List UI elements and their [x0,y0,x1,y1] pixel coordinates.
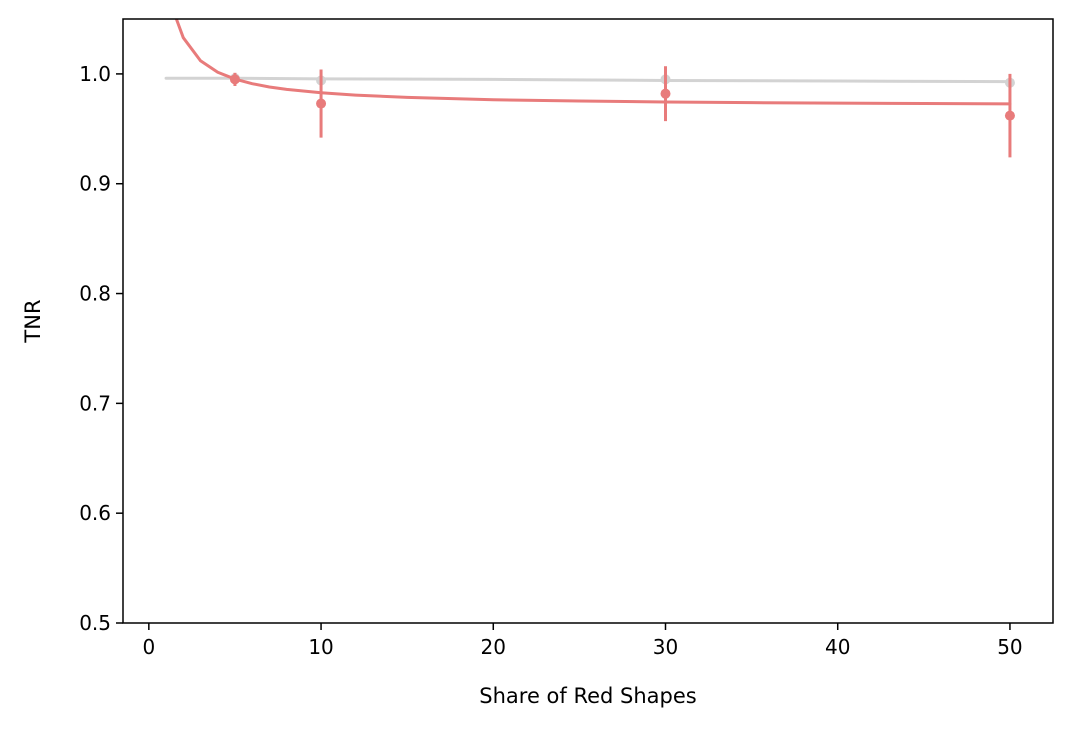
y-tick-label: 0.7 [79,391,111,415]
series-1-point [660,88,671,99]
y-tick-label: 0.6 [79,501,111,525]
y-axis: 0.5 0.6 0.7 0.8 0.9 1.0 [79,62,123,635]
x-tick-label: 40 [825,635,850,659]
y-axis-label: TNR [21,299,45,343]
x-axis: 0 10 20 30 40 50 [142,623,1023,659]
x-tick-label: 50 [997,635,1022,659]
series-1-point [316,98,327,109]
series-0-fit-line [164,76,1012,84]
series-0 [164,73,1015,88]
axes-frame [122,18,1054,624]
x-axis-label: Share of Red Shapes [479,684,696,708]
series-1-point [1004,110,1015,121]
y-tick-label: 0.9 [79,172,111,196]
x-tick-label: 10 [308,635,333,659]
series-1 [174,19,1015,158]
series-1-fit-line [174,19,1012,106]
plot-area [164,19,1015,158]
x-tick-label: 0 [142,635,155,659]
x-tick-label: 20 [481,635,506,659]
series-1-point [229,74,240,85]
y-tick-label: 0.5 [79,611,111,635]
x-tick-label: 30 [653,635,678,659]
y-tick-label: 0.8 [79,282,111,306]
y-tick-label: 1.0 [79,62,111,86]
